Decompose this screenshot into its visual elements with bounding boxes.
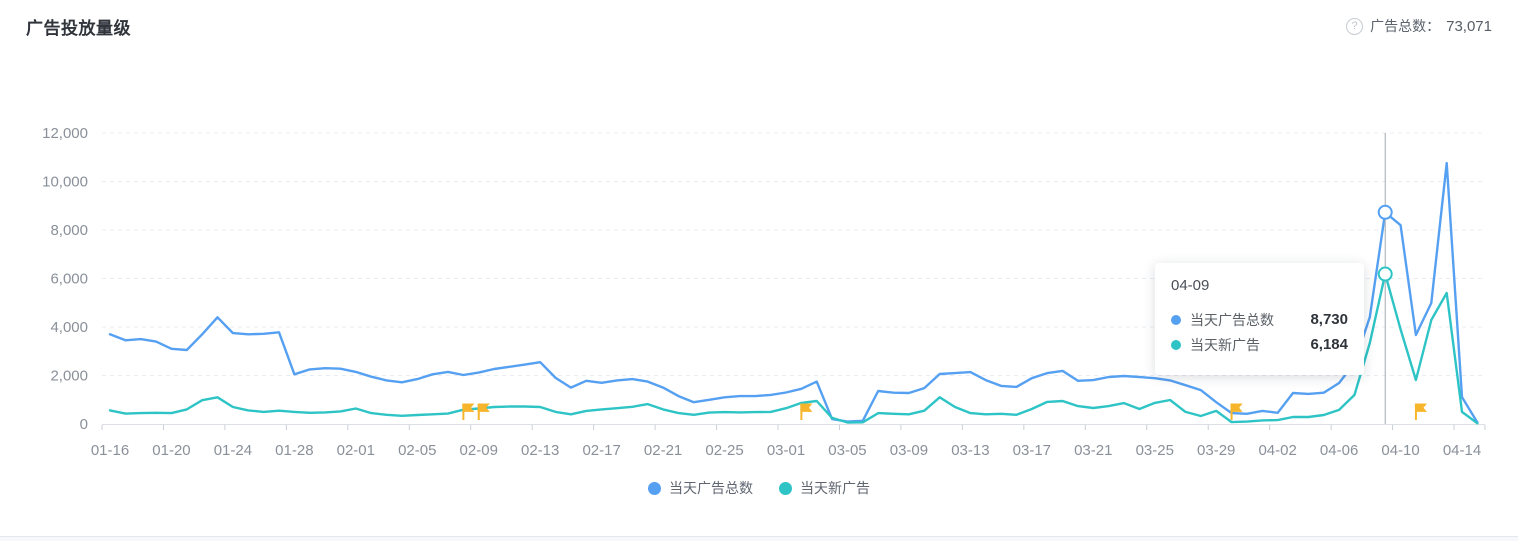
question-circle-icon[interactable]: ?: [1346, 17, 1364, 35]
legend-dot-new-icon: [779, 481, 792, 495]
x-axis-label: 03-01: [767, 442, 805, 459]
x-axis-label: 02-05: [398, 442, 436, 459]
chart-tooltip: 04-09 当天广告总数 8,730 当天新广告 6,184: [1155, 263, 1364, 375]
hover-marker-new-icon: [1377, 266, 1393, 282]
x-axis-label: 03-09: [890, 442, 928, 459]
flag-icon: [462, 403, 475, 412]
x-axis-label: 02-17: [582, 442, 620, 459]
x-axis-label: 04-06: [1320, 442, 1358, 459]
x-axis-label: 01-20: [152, 442, 190, 459]
x-axis-label: 01-24: [214, 442, 252, 459]
total-ads-value: 73,071: [1446, 17, 1492, 35]
legend-label-total: 当天广告总数: [669, 480, 753, 496]
x-axis-label: 03-21: [1074, 442, 1112, 459]
flag-icon: [1414, 403, 1427, 412]
x-axis-label: 04-14: [1443, 442, 1481, 459]
total-ads-summary: ? 广告总数： 73,071: [1346, 16, 1492, 36]
x-axis-label: 02-13: [521, 442, 559, 459]
x-axis-label: 02-01: [337, 442, 375, 459]
x-axis-label: 03-13: [951, 442, 989, 459]
legend-dot-total-icon: [648, 481, 661, 495]
tooltip-value-total: 8,730: [1310, 311, 1348, 328]
tooltip-row-total: 当天广告总数 8,730: [1171, 307, 1348, 332]
legend-label-new: 当天新广告: [800, 480, 870, 496]
flag-icon: [800, 403, 813, 412]
x-axis-label: 02-09: [460, 442, 498, 459]
x-axis-label: 01-16: [91, 442, 129, 459]
chart-legend: 当天广告总数 当天新广告: [0, 478, 1518, 498]
tooltip-label-new: 当天新广告: [1190, 336, 1260, 353]
flag-icon: [477, 403, 490, 412]
y-axis-label: 0: [80, 416, 88, 433]
x-axis-label: 03-17: [1013, 442, 1051, 459]
x-axis-label: 04-10: [1381, 442, 1419, 459]
y-axis-label: 8,000: [50, 222, 88, 239]
legend-item-new[interactable]: 当天新广告: [779, 478, 870, 498]
panel-title: 广告投放量级: [26, 18, 131, 38]
x-axis-label: 03-29: [1197, 442, 1235, 459]
x-axis-label: 03-05: [828, 442, 866, 459]
series-dot-new-icon: [1171, 339, 1181, 350]
x-axis-label: 01-28: [275, 442, 313, 459]
x-axis-label: 02-21: [644, 442, 682, 459]
series-line-total-ads: [108, 161, 1479, 424]
hover-marker-total-icon: [1377, 204, 1393, 220]
tooltip-label-total: 当天广告总数: [1190, 311, 1274, 328]
y-axis-label: 6,000: [50, 271, 88, 288]
x-axis-label: 03-25: [1136, 442, 1174, 459]
x-axis-label: 02-25: [705, 442, 743, 459]
tooltip-date: 04-09: [1171, 277, 1210, 294]
tooltip-value-new: 6,184: [1310, 336, 1348, 353]
y-axis-label: 2,000: [50, 368, 88, 385]
x-axis-label: 04-02: [1258, 442, 1296, 459]
legend-item-total[interactable]: 当天广告总数: [648, 478, 753, 498]
flag-icon: [1230, 403, 1243, 412]
series-dot-total-icon: [1171, 314, 1181, 325]
series-line-new-ads: [108, 272, 1479, 425]
panel-header: 广告投放量级 ? 广告总数： 73,071: [0, 0, 1518, 52]
y-axis-label: 12,000: [42, 125, 88, 142]
total-ads-label: 广告总数：: [1370, 18, 1441, 34]
y-axis-label: 4,000: [50, 319, 88, 336]
y-axis-label: 10,000: [42, 174, 88, 191]
tooltip-row-new: 当天新广告 6,184: [1171, 332, 1348, 357]
